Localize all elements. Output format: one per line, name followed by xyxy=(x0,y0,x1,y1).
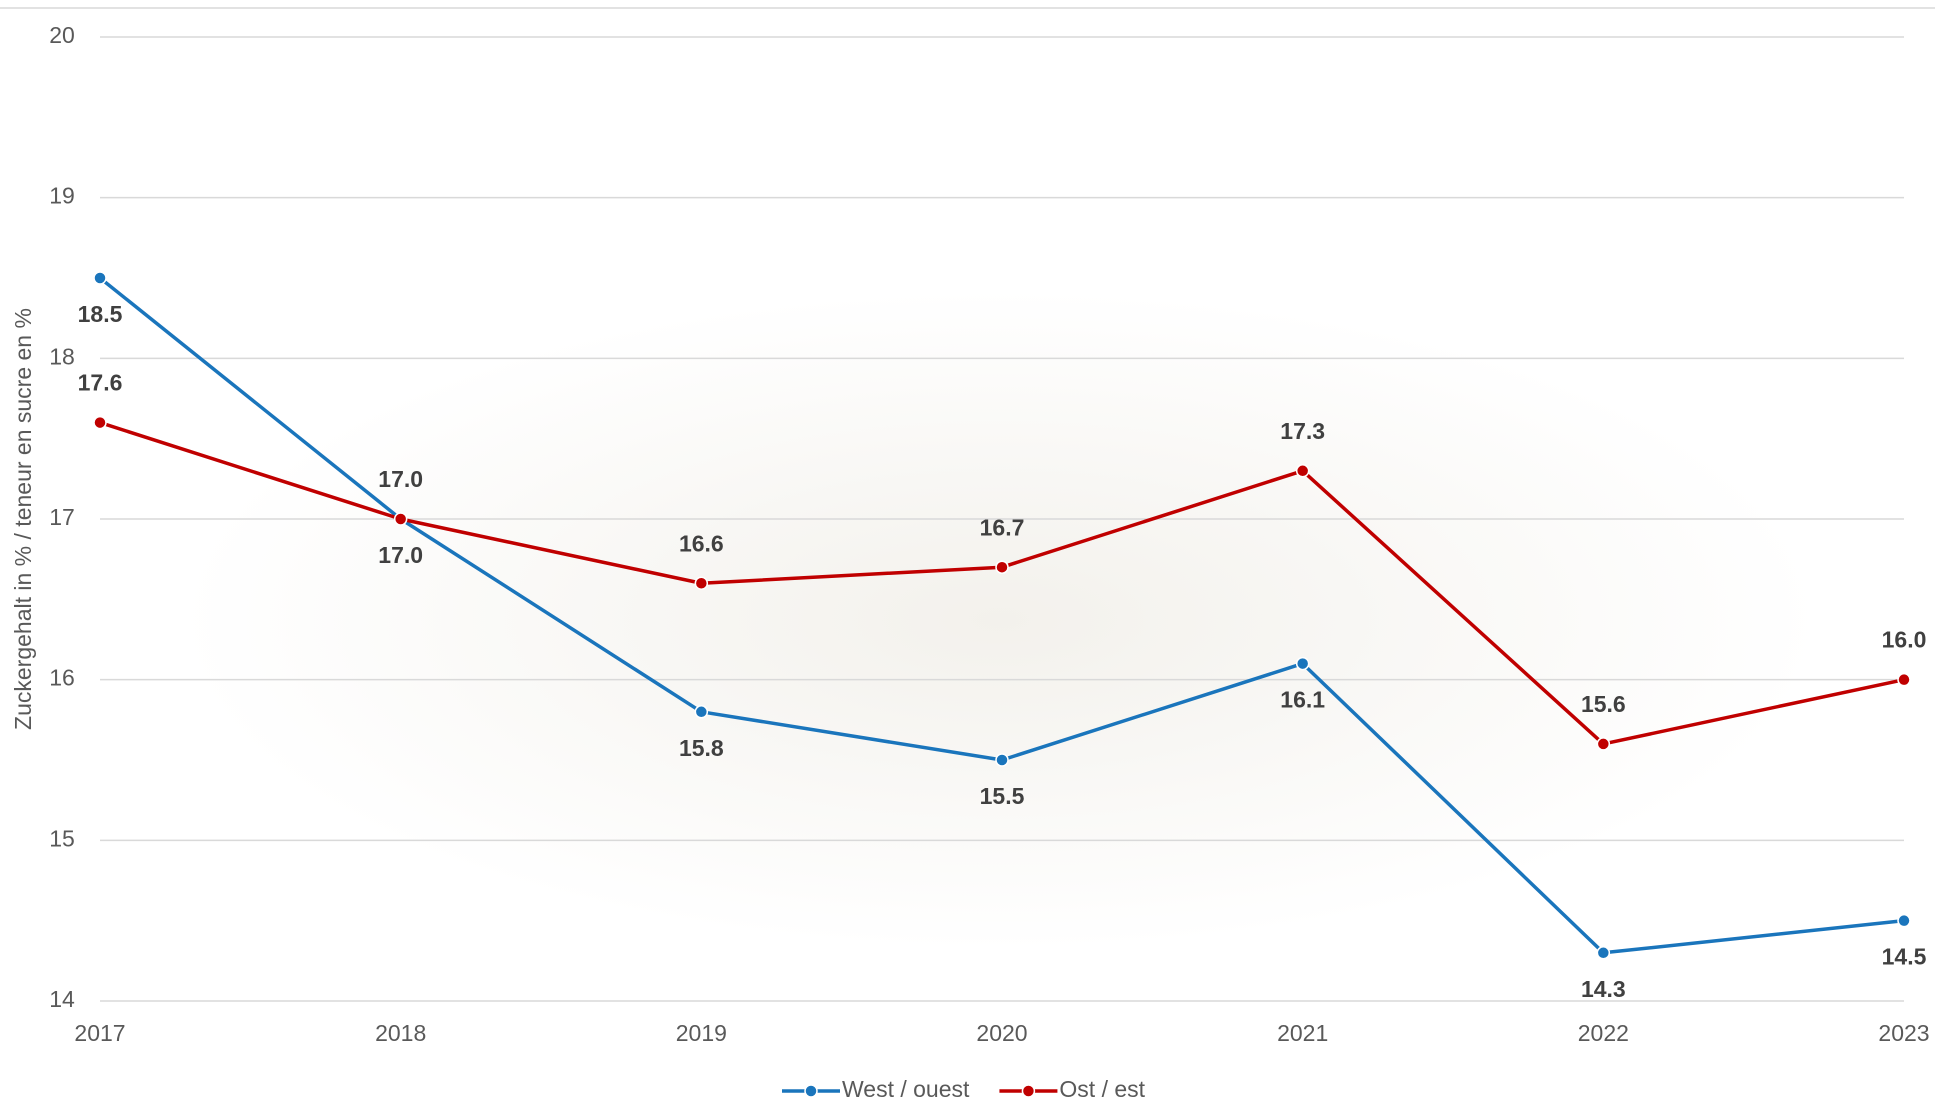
data-point xyxy=(393,512,408,526)
y-tick-label: 19 xyxy=(49,183,75,209)
data-label: 17.3 xyxy=(1280,418,1325,444)
y-tick-label: 20 xyxy=(49,22,75,48)
legend-label: West / ouest xyxy=(842,1076,970,1102)
legend-marker xyxy=(804,1084,818,1098)
data-label: 15.6 xyxy=(1581,691,1626,717)
data-label: 15.5 xyxy=(980,783,1025,809)
data-point xyxy=(1897,913,1911,928)
data-point xyxy=(1295,656,1310,671)
x-tick-label: 2018 xyxy=(375,1020,426,1046)
y-axis-title: Zuckergehalt in % / teneur en sucre en % xyxy=(10,308,36,730)
data-point xyxy=(995,560,1009,574)
y-tick-label: 17 xyxy=(49,504,75,530)
x-tick-label: 2021 xyxy=(1277,1020,1328,1046)
data-label: 15.8 xyxy=(679,735,724,761)
data-label: 18.5 xyxy=(78,301,123,327)
data-point xyxy=(1596,946,1611,960)
data-label: 17.0 xyxy=(378,542,423,568)
data-label: 17.6 xyxy=(78,370,123,396)
legend-label: Ost / est xyxy=(1059,1076,1145,1102)
y-tick-label: 15 xyxy=(49,825,75,851)
data-point xyxy=(694,705,709,719)
data-label: 16.6 xyxy=(679,530,724,556)
data-point xyxy=(93,271,107,285)
data-point xyxy=(1897,672,1911,687)
data-point xyxy=(995,753,1009,767)
background-photo xyxy=(180,290,1820,950)
y-tick-label: 18 xyxy=(49,343,75,369)
data-label: 16.0 xyxy=(1882,627,1927,653)
x-tick-label: 2020 xyxy=(976,1020,1027,1046)
data-label: 14.5 xyxy=(1882,944,1927,970)
data-point xyxy=(1295,464,1310,478)
y-tick-label: 14 xyxy=(49,986,75,1012)
data-point xyxy=(694,576,709,591)
x-tick-label: 2022 xyxy=(1578,1020,1629,1046)
data-label: 14.3 xyxy=(1581,976,1626,1002)
data-label: 16.1 xyxy=(1280,687,1325,713)
x-tick-label: 2023 xyxy=(1878,1020,1929,1046)
legend-marker xyxy=(1021,1084,1036,1098)
x-tick-label: 2019 xyxy=(676,1020,727,1046)
data-point xyxy=(93,415,107,430)
y-tick-label: 16 xyxy=(49,665,75,691)
data-label: 17.0 xyxy=(378,466,423,492)
x-tick-label: 2017 xyxy=(74,1020,125,1046)
data-point xyxy=(1596,737,1611,751)
data-label: 16.7 xyxy=(980,514,1025,540)
